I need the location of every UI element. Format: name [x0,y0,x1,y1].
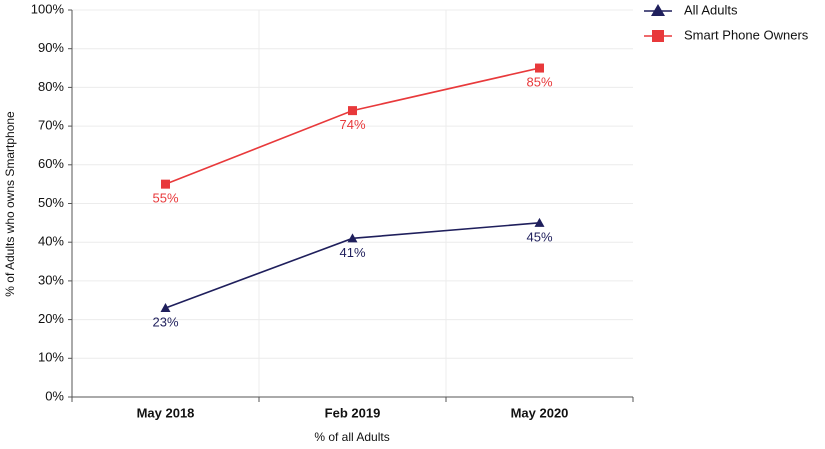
data-point [348,106,357,116]
legend-label: All Adults [684,2,738,17]
data-point [534,217,545,227]
data-label: 45% [526,229,552,244]
x-axis-title: % of all Adults [314,430,389,444]
y-tick-label: 0% [45,388,64,403]
data-label: 23% [152,314,178,329]
data-point [161,179,170,189]
y-tick-label: 80% [38,79,64,94]
y-tick-label: 90% [38,40,64,55]
y-axis-title: % of Adults who owns Smartphone [3,111,17,297]
y-tick-label: 50% [38,195,64,210]
legend-marker [651,4,665,16]
x-tick-label: Feb 2019 [325,405,381,420]
data-label: 55% [152,191,178,206]
y-tick-label: 20% [38,311,64,326]
y-tick-label: 40% [38,234,64,249]
data-point [535,63,544,73]
data-label: 41% [339,245,365,260]
x-tick-label: May 2018 [137,405,195,420]
data-label: 85% [526,74,552,89]
y-tick-label: 70% [38,118,64,133]
data-point [347,233,358,243]
y-tick-label: 10% [38,350,64,365]
y-tick-label: 30% [38,272,64,287]
data-label: 74% [339,117,365,132]
legend-marker [652,30,664,42]
legend-label: Smart Phone Owners [684,27,809,42]
y-tick-label: 60% [38,156,64,171]
data-point [160,302,171,312]
y-tick-label: 100% [31,1,65,16]
x-tick-label: May 2020 [511,405,569,420]
